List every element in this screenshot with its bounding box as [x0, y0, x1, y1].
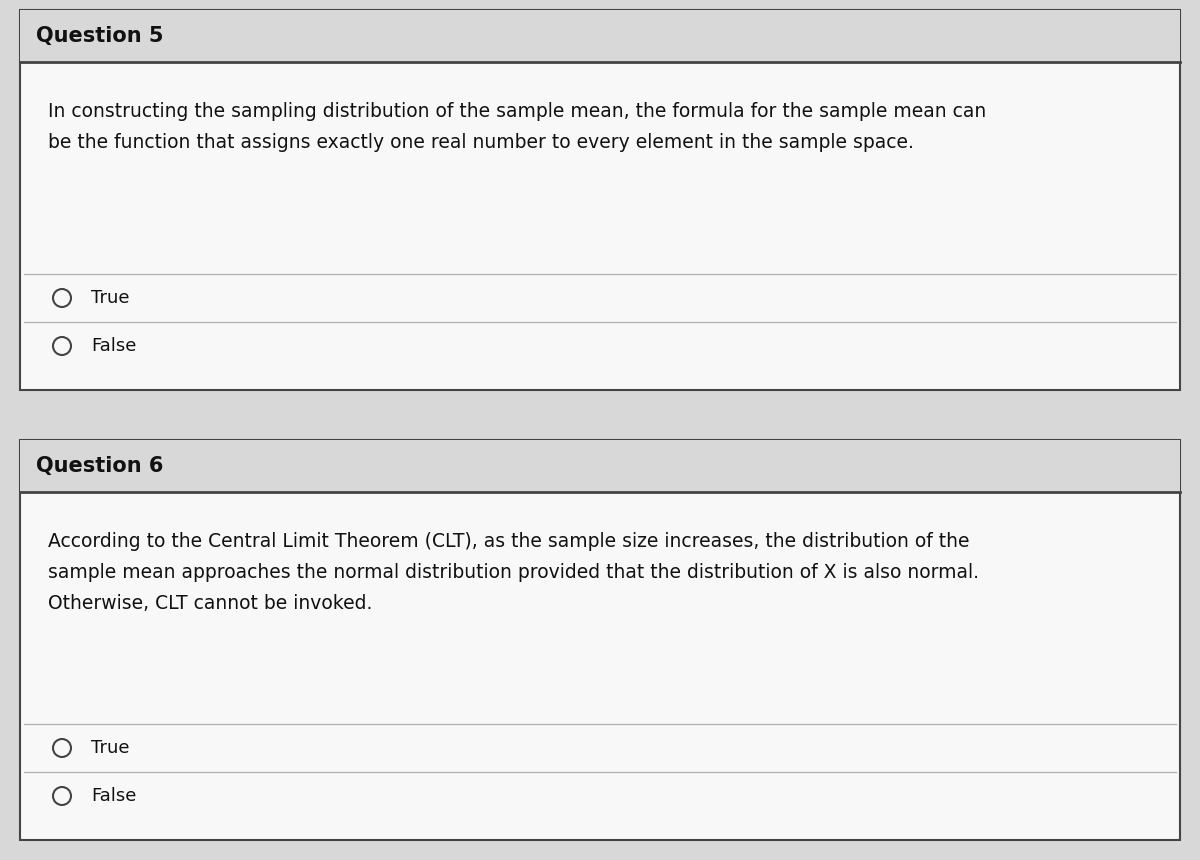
Text: Question 5: Question 5 — [36, 26, 163, 46]
Text: According to the Central Limit Theorem (CLT), as the sample size increases, the : According to the Central Limit Theorem (… — [48, 532, 979, 613]
FancyBboxPatch shape — [20, 440, 1180, 492]
FancyBboxPatch shape — [20, 10, 1180, 62]
Text: In constructing the sampling distribution of the sample mean, the formula for th: In constructing the sampling distributio… — [48, 102, 986, 152]
FancyBboxPatch shape — [20, 10, 1180, 390]
Text: True: True — [91, 289, 130, 307]
Text: False: False — [91, 337, 137, 355]
Text: False: False — [91, 787, 137, 805]
Text: True: True — [91, 739, 130, 757]
FancyBboxPatch shape — [20, 440, 1180, 840]
Text: Question 6: Question 6 — [36, 456, 163, 476]
